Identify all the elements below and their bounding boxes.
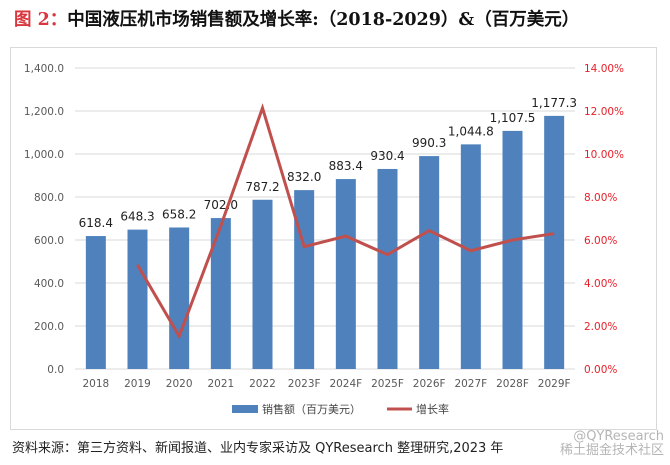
bar-data-label: 1,107.5 bbox=[490, 111, 536, 125]
bar-data-label: 832.0 bbox=[287, 170, 321, 184]
bar bbox=[460, 144, 481, 369]
x-tick-label: 2019 bbox=[124, 378, 151, 390]
bar bbox=[294, 190, 315, 369]
x-tick-label: 2024F bbox=[329, 378, 362, 390]
right-tick-label: 0.00% bbox=[584, 364, 617, 376]
bar-data-label: 930.4 bbox=[370, 149, 404, 163]
bar bbox=[127, 229, 148, 369]
bar-data-label: 990.3 bbox=[412, 136, 446, 150]
left-tick-label: 400.0 bbox=[34, 278, 64, 290]
right-tick-label: 10.00% bbox=[584, 149, 624, 161]
bar bbox=[169, 227, 190, 369]
figure-label: 图 2： bbox=[14, 10, 68, 30]
bar-data-label: 1,044.8 bbox=[448, 124, 494, 138]
right-tick-label: 12.00% bbox=[584, 106, 624, 118]
x-tick-label: 2027F bbox=[454, 378, 487, 390]
watermark: @QYResearch 稀土掘金技术社区 bbox=[559, 429, 664, 458]
bar bbox=[85, 236, 106, 369]
bar bbox=[544, 115, 565, 370]
left-tick-label: 0.0 bbox=[47, 364, 64, 376]
bar-data-label: 648.3 bbox=[120, 210, 154, 224]
left-tick-label: 1,000.0 bbox=[24, 149, 64, 161]
bar-data-label: 787.2 bbox=[245, 180, 279, 194]
chart-frame bbox=[10, 47, 657, 430]
bar bbox=[377, 168, 398, 369]
legend-swatch-bar bbox=[232, 405, 258, 413]
bar-data-label: 1,177.3 bbox=[531, 96, 577, 110]
x-tick-label: 2021 bbox=[207, 378, 234, 390]
x-tick-label: 2025F bbox=[371, 378, 404, 390]
right-tick-label: 8.00% bbox=[584, 192, 617, 204]
bar-data-label: 883.4 bbox=[329, 159, 363, 173]
left-tick-label: 600.0 bbox=[34, 235, 64, 247]
left-tick-label: 1,400.0 bbox=[24, 63, 64, 75]
bar bbox=[210, 218, 231, 369]
right-tick-label: 6.00% bbox=[584, 235, 617, 247]
chart-title: 图 2：中国液压机市场销售额及增长率:（2018-2029）&（百万美元） bbox=[14, 6, 579, 31]
right-tick-label: 2.00% bbox=[584, 321, 617, 333]
legend-label-line: 增长率 bbox=[416, 402, 449, 416]
left-tick-label: 200.0 bbox=[34, 321, 64, 333]
left-tick-label: 800.0 bbox=[34, 192, 64, 204]
bar-data-label: 658.2 bbox=[162, 207, 196, 221]
x-tick-label: 2020 bbox=[166, 378, 193, 390]
x-tick-label: 2018 bbox=[82, 378, 109, 390]
bar bbox=[252, 199, 273, 369]
bar-data-label: 618.4 bbox=[79, 216, 113, 230]
bar-data-label: 702.0 bbox=[204, 198, 238, 212]
x-tick-label: 2023F bbox=[288, 378, 321, 390]
right-tick-label: 4.00% bbox=[584, 278, 617, 290]
bar bbox=[419, 156, 440, 369]
title-text: 中国液压机市场销售额及增长率:（2018-2029）&（百万美元） bbox=[67, 10, 580, 30]
right-tick-label: 14.00% bbox=[584, 63, 624, 75]
bar bbox=[502, 130, 523, 369]
left-tick-label: 1,200.0 bbox=[24, 106, 64, 118]
x-tick-label: 2029F bbox=[538, 378, 571, 390]
source-note: 资料来源：第三方资料、新闻报道、业内专家采访及 QYResearch 整理研究,… bbox=[12, 441, 504, 456]
bar bbox=[335, 179, 356, 369]
x-tick-label: 2026F bbox=[413, 378, 446, 390]
x-tick-label: 2028F bbox=[496, 378, 529, 390]
legend-label-bar: 销售额（百万美元） bbox=[262, 402, 361, 416]
x-tick-label: 2022 bbox=[249, 378, 276, 390]
